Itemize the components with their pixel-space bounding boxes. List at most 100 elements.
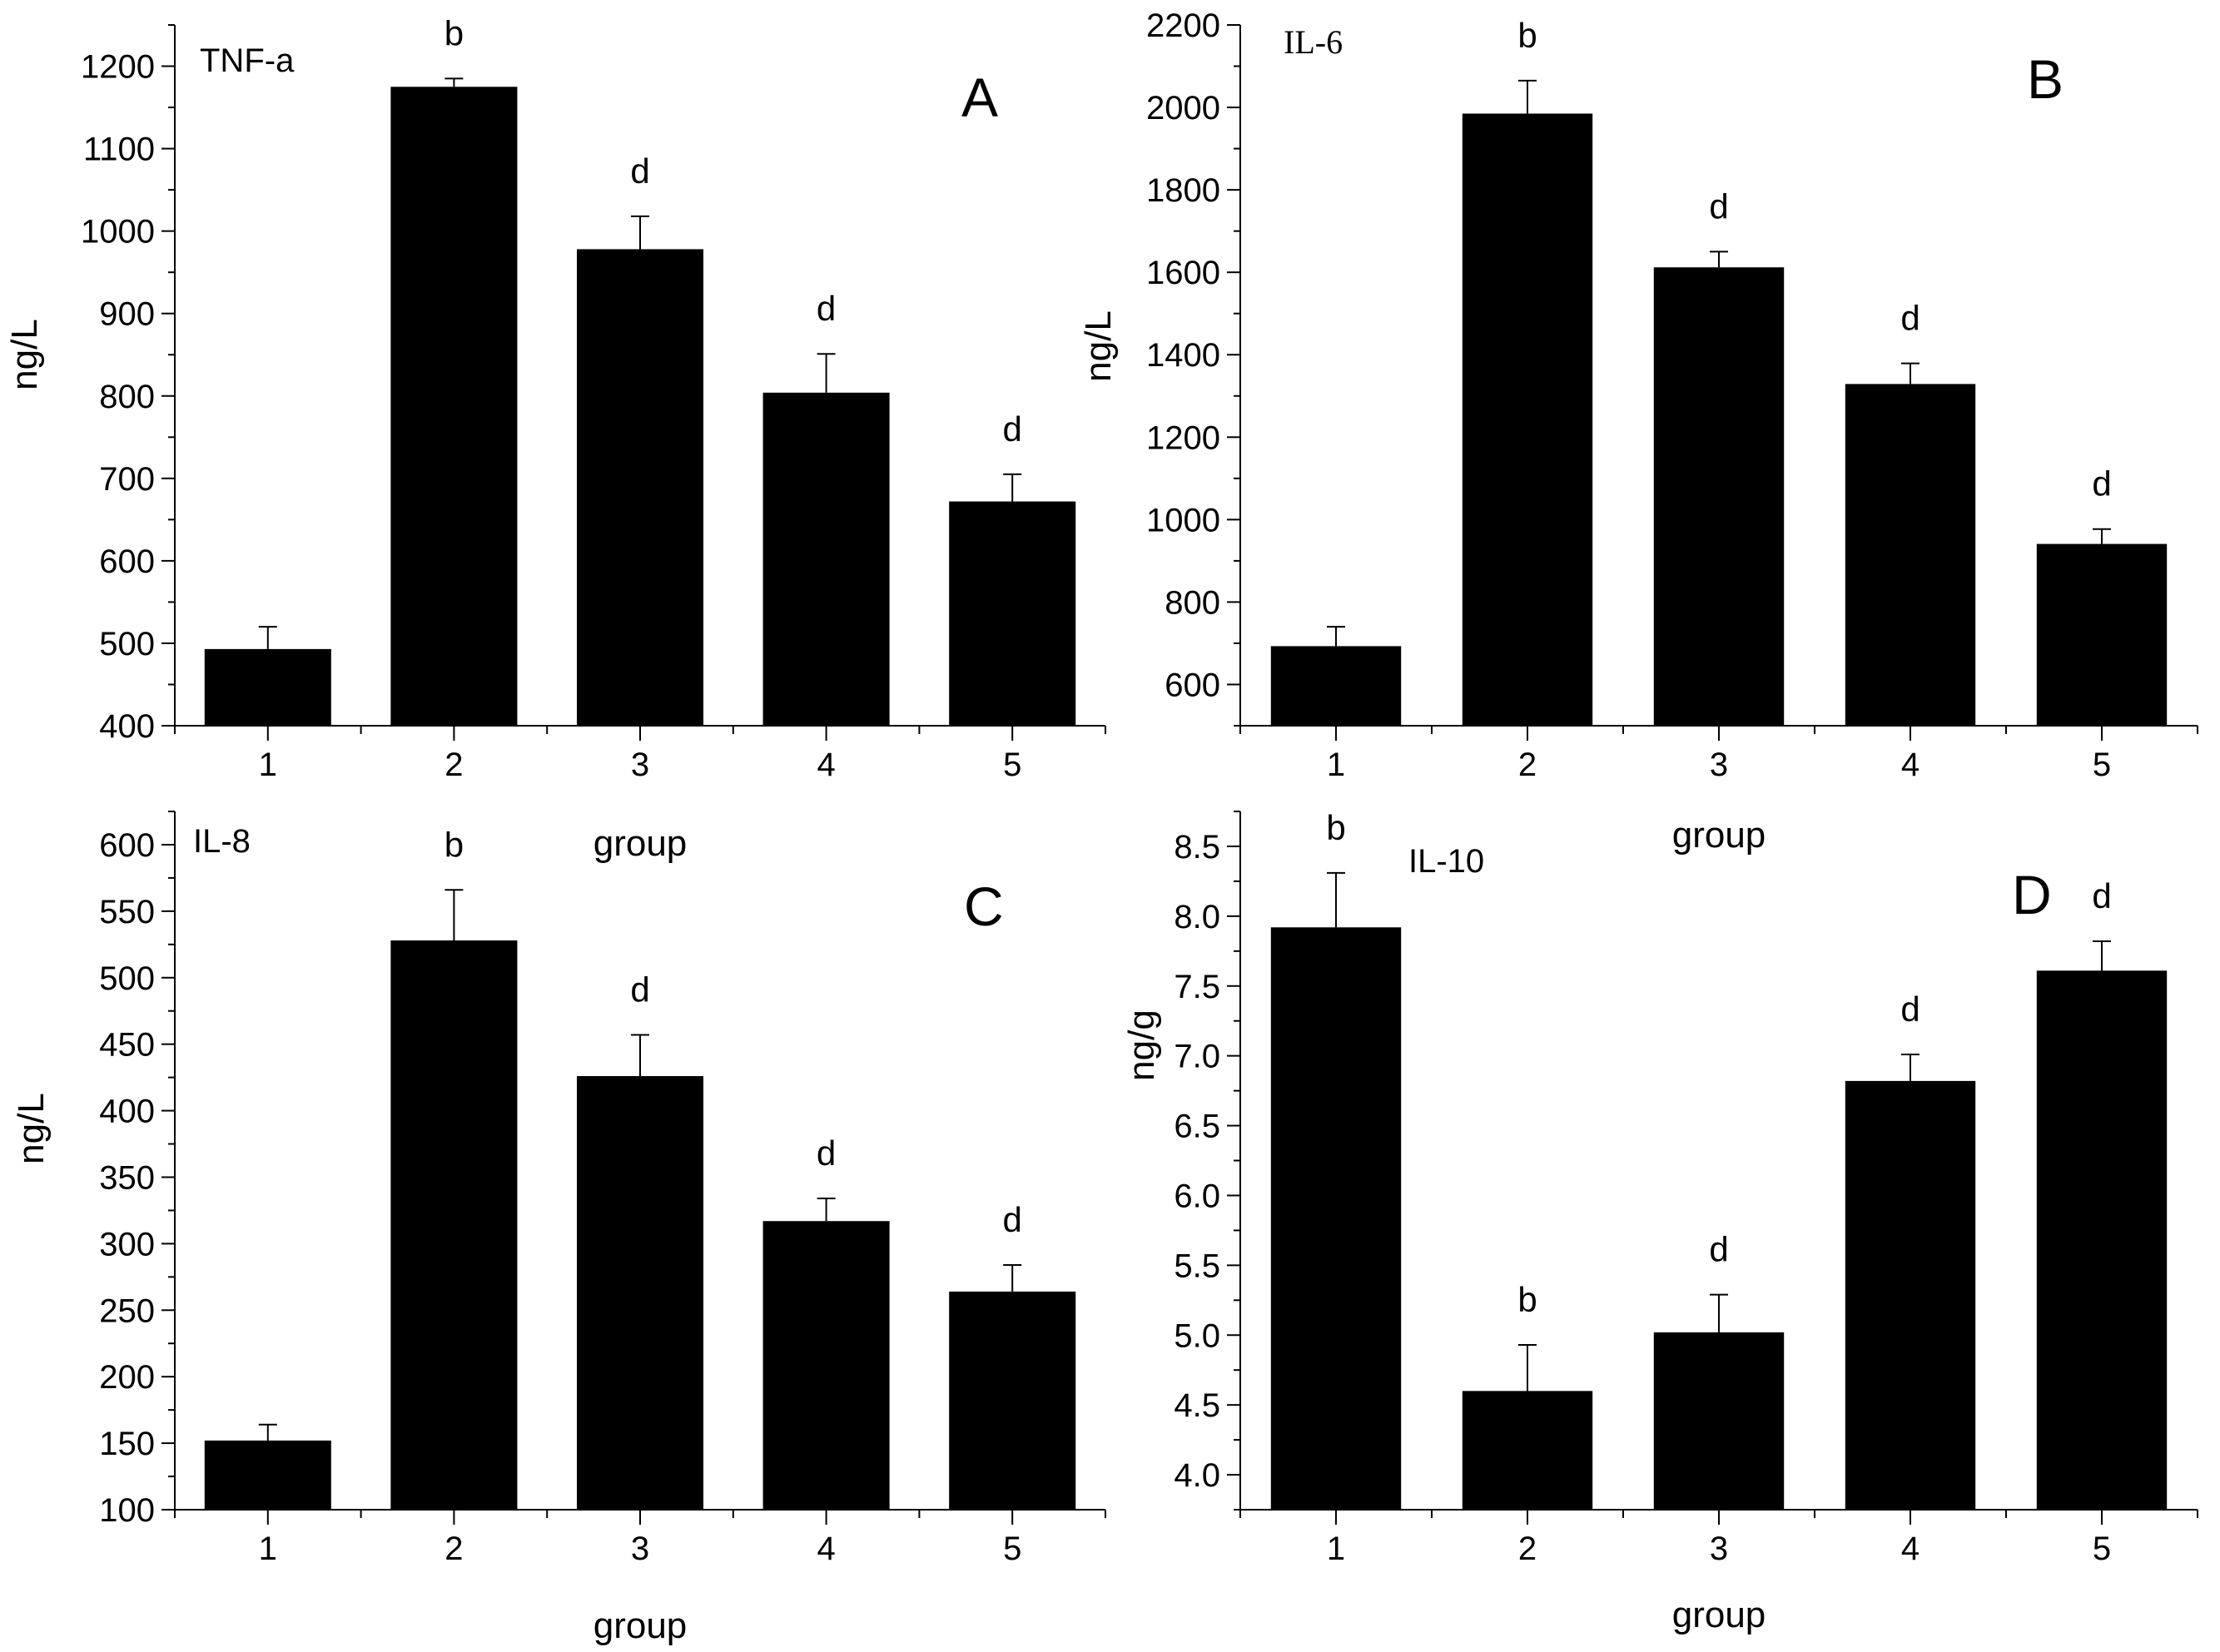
y-tick-label: 4.5 xyxy=(1174,1387,1220,1424)
significance-label: b xyxy=(1326,808,1345,847)
bar-group-3 xyxy=(1653,267,1785,727)
x-tick-label: 5 xyxy=(2093,1530,2111,1567)
bar-group-1 xyxy=(204,1440,331,1510)
y-tick-label: 400 xyxy=(99,1094,155,1130)
y-tick-label: 800 xyxy=(1165,584,1220,621)
y-tick-label: 1600 xyxy=(1146,255,1220,291)
y-tick-label: 8.0 xyxy=(1174,899,1220,935)
significance-label: b xyxy=(1517,1280,1537,1319)
x-tick-label: 4 xyxy=(817,747,835,783)
significance-label: d xyxy=(2092,876,2111,915)
y-tick-label: 500 xyxy=(99,626,155,662)
bar-group-1 xyxy=(1270,927,1402,1510)
bar-group-1 xyxy=(204,648,331,726)
significance-label: d xyxy=(630,151,649,191)
y-tick-label: 900 xyxy=(99,296,155,333)
panel-letter: B xyxy=(2027,48,2064,110)
panel-b: 600 800 1000 1200 1400 1600 1800 2000 2200 1 2 3 4 5 b… xyxy=(1078,7,2198,856)
y-tick-label: 5.0 xyxy=(1174,1317,1220,1354)
bar-group-2 xyxy=(390,940,518,1510)
bar-group-4 xyxy=(762,1221,890,1510)
y-tick-label: 400 xyxy=(99,708,155,745)
y-tick-label: 250 xyxy=(99,1292,155,1329)
x-tick-label: 3 xyxy=(1710,1530,1728,1567)
x-tick-label: 5 xyxy=(2093,747,2111,783)
significance-label: d xyxy=(1900,990,1920,1029)
y-tick-label: 7.0 xyxy=(1174,1039,1220,1075)
significance-label: d xyxy=(1003,1200,1022,1239)
bar-group-3 xyxy=(576,249,704,726)
x-tick-label: 2 xyxy=(1518,1530,1537,1567)
y-tick-label: 7.5 xyxy=(1174,969,1220,1005)
y-tick-label: 1000 xyxy=(1146,502,1220,538)
y-tick-label: 300 xyxy=(99,1226,155,1263)
y-tick-label: 600 xyxy=(1165,667,1220,703)
y-tick-label: 600 xyxy=(99,543,155,580)
bar-group-4 xyxy=(1845,384,1976,726)
x-tick-label: 5 xyxy=(1003,1530,1021,1567)
panel-c: 100 150 200 250 300 350 400 450 500 550 600 1 2 3 4 5 b d… xyxy=(11,811,1106,1646)
x-tick-label: 2 xyxy=(444,1530,463,1567)
panel-letter: D xyxy=(2012,864,2052,925)
y-tick-label: 1200 xyxy=(81,49,155,86)
y-tick-label: 1100 xyxy=(83,131,155,168)
significance-label: d xyxy=(2092,464,2111,504)
y-tick-label: 800 xyxy=(99,379,155,415)
panel-d: 4.0 4.5 5.0 5.5 6.0 6.5 7.0 7.5 8.0 8.5 1 2 3 4 5 b b d d d… xyxy=(1121,808,2198,1635)
x-tick-label: 4 xyxy=(817,1530,835,1567)
bar-group-4 xyxy=(1845,1080,1976,1510)
series-title: IL-10 xyxy=(1408,843,1484,880)
x-tick-label: 3 xyxy=(631,1530,649,1567)
x-axis-label: group xyxy=(593,1605,688,1646)
bar-group-3 xyxy=(576,1076,704,1510)
x-tick-label: 3 xyxy=(1710,747,1728,783)
y-tick-label: 450 xyxy=(99,1027,155,1064)
bar-group-3 xyxy=(1653,1332,1785,1510)
bar-group-2 xyxy=(1462,113,1593,727)
bar-group-5 xyxy=(2036,543,2168,726)
bar-group-2 xyxy=(1462,1391,1593,1510)
x-tick-label: 5 xyxy=(1003,747,1021,783)
significance-label: b xyxy=(1517,16,1537,55)
significance-label: d xyxy=(1709,186,1728,226)
y-tick-label: 550 xyxy=(99,894,155,930)
x-axis-label: group xyxy=(593,823,688,864)
bar-group-5 xyxy=(949,501,1076,726)
significance-label: d xyxy=(630,970,649,1009)
y-tick-label: 2200 xyxy=(1146,7,1220,44)
y-tick-label: 600 xyxy=(99,827,155,864)
bar-group-5 xyxy=(949,1291,1076,1510)
y-axis-label: ng/L xyxy=(4,319,45,390)
x-tick-label: 2 xyxy=(1518,747,1537,783)
x-axis-label: group xyxy=(1672,815,1766,856)
y-tick-label: 500 xyxy=(99,960,155,997)
y-tick-label: 200 xyxy=(99,1359,155,1396)
series-title: IL-6 xyxy=(1284,23,1343,61)
y-tick-label: 1000 xyxy=(81,214,155,251)
significance-label: d xyxy=(1003,409,1022,449)
series-title: IL-8 xyxy=(193,823,251,860)
significance-label: b xyxy=(444,825,464,864)
significance-label: d xyxy=(1900,299,1920,338)
x-tick-label: 4 xyxy=(1901,1530,1920,1567)
x-tick-label: 3 xyxy=(631,747,649,783)
y-tick-label: 6.5 xyxy=(1174,1109,1220,1145)
x-tick-label: 4 xyxy=(1901,747,1920,783)
bar-group-1 xyxy=(1270,646,1402,726)
significance-label: b xyxy=(444,13,464,52)
significance-label: d xyxy=(817,289,836,328)
series-title: TNF-a xyxy=(200,42,295,79)
significance-label: d xyxy=(1709,1230,1728,1269)
y-tick-label: 1400 xyxy=(1146,337,1220,374)
y-tick-label: 4.0 xyxy=(1174,1457,1220,1494)
bar-group-4 xyxy=(762,392,890,726)
panel-letter: A xyxy=(961,67,998,128)
x-tick-label: 1 xyxy=(1327,1530,1345,1567)
y-tick-label: 350 xyxy=(99,1159,155,1196)
bar-group-5 xyxy=(2036,970,2168,1510)
y-axis-label: ng/g xyxy=(1121,1010,1162,1081)
y-tick-label: 5.5 xyxy=(1174,1248,1220,1284)
y-tick-label: 8.5 xyxy=(1174,829,1220,866)
x-axis-label: group xyxy=(1672,1595,1766,1635)
panel-a: 400 500 600 700 800 900 1000 1100 1200 1 2 3 4 5 b d d d T… xyxy=(4,13,1106,864)
